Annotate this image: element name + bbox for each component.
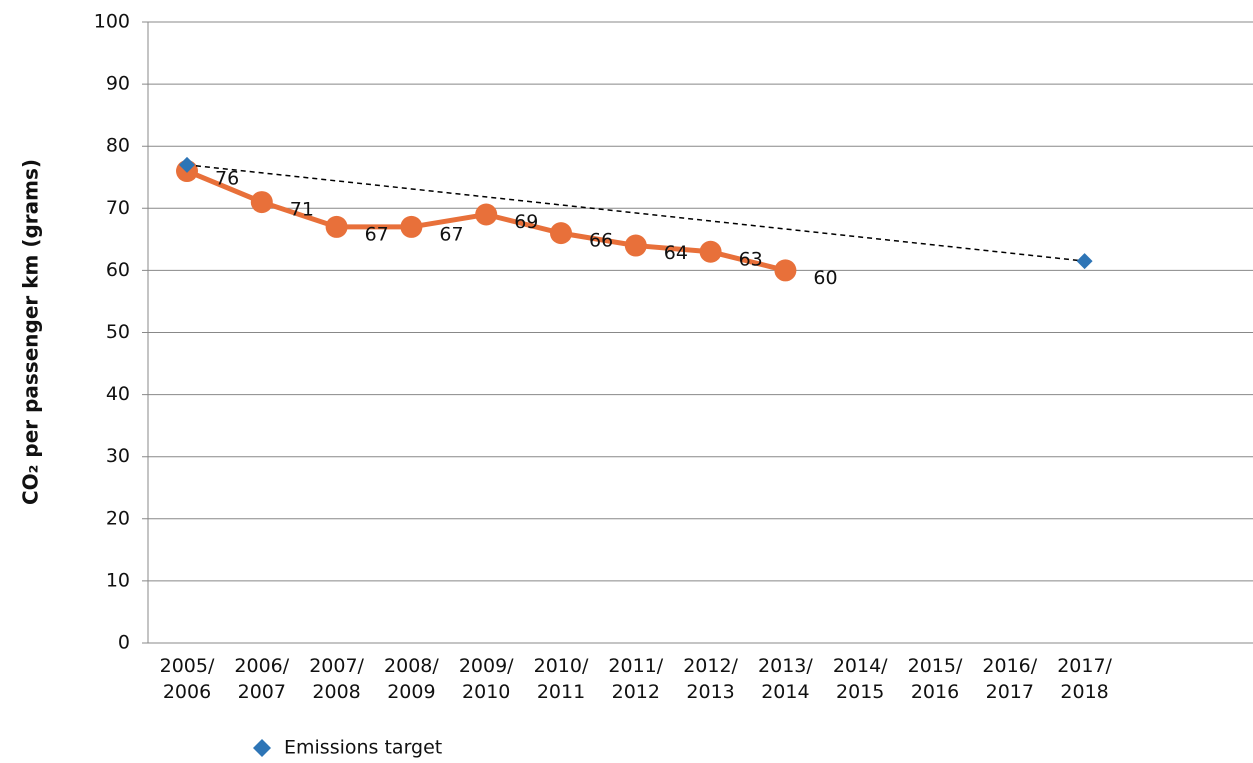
x-tick-label: 2013/2014 [758, 655, 813, 703]
x-tick-label: 2011/2012 [608, 655, 663, 703]
x-tick-label: 2017/2018 [1057, 655, 1112, 703]
y-tick-label: 70 [106, 197, 130, 219]
legend-marker [253, 739, 271, 757]
y-tick-label: 10 [106, 569, 130, 591]
data-label: 71 [290, 199, 314, 221]
y-tick-label: 0 [118, 632, 130, 654]
x-tick-label: 2014/2015 [833, 655, 888, 703]
data-label: 64 [664, 242, 688, 264]
legend-label: Emissions target [284, 737, 442, 759]
data-label: 76 [215, 168, 239, 190]
x-tick-label: 2007/2008 [309, 655, 364, 703]
x-tick-label: 2015/2016 [908, 655, 963, 703]
y-tick-label: 60 [106, 259, 130, 281]
x-tick-label: 2009/2010 [459, 655, 514, 703]
point [325, 215, 348, 238]
data-label: 60 [813, 267, 837, 289]
point [699, 240, 722, 263]
point [400, 215, 423, 238]
x-tick-label: 2005/2006 [160, 655, 215, 703]
data-label: 67 [439, 223, 463, 245]
point [550, 222, 572, 245]
x-tick-label: 2016/2017 [982, 655, 1037, 703]
x-tick-label: 2012/2013 [683, 655, 738, 703]
target-marker [179, 156, 195, 173]
data-label: 69 [514, 211, 538, 233]
y-tick-label: 100 [94, 11, 130, 33]
trend-line [186, 164, 1085, 262]
data-label: 66 [589, 230, 613, 252]
y-axis-label: CO₂ per passenger km (grams) [19, 159, 43, 505]
y-tick-label: 90 [106, 73, 130, 95]
y-tick-label: 40 [106, 383, 130, 405]
point [475, 203, 498, 226]
y-tick-label: 50 [106, 321, 130, 343]
point [774, 259, 797, 282]
target-marker [1076, 253, 1093, 270]
y-tick-label: 20 [106, 507, 130, 529]
x-tick-label: 2010/2011 [534, 655, 589, 703]
data-label: 63 [739, 248, 763, 270]
y-tick-label: 80 [106, 135, 130, 157]
y-tick-label: 30 [106, 445, 130, 467]
point [250, 191, 273, 214]
point [624, 234, 647, 257]
data-label: 67 [365, 223, 389, 245]
x-tick-label: 2006/2007 [234, 655, 289, 703]
x-tick-label: 2008/2009 [384, 655, 439, 703]
